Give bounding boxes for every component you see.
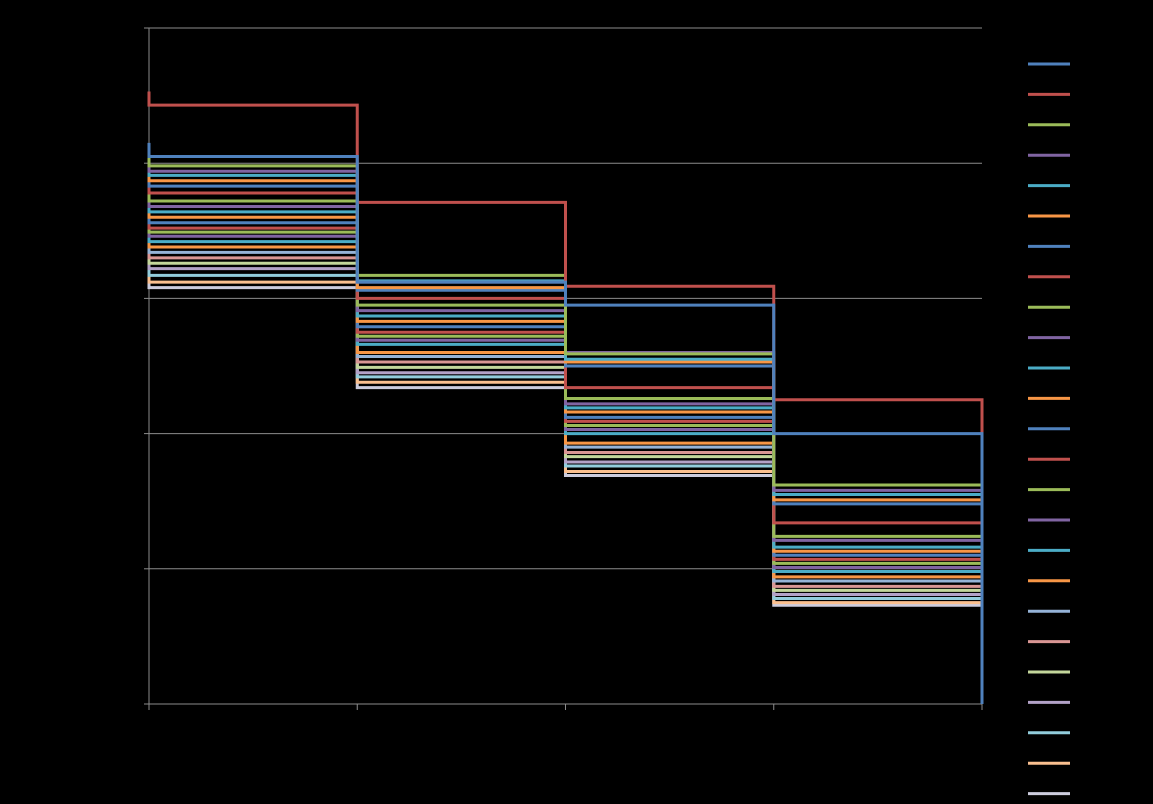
plot-area [147, 91, 984, 704]
series-line [147, 91, 984, 704]
legend [1028, 62, 1070, 796]
series-line [147, 142, 984, 704]
axes [144, 27, 983, 710]
series-line [147, 152, 984, 704]
